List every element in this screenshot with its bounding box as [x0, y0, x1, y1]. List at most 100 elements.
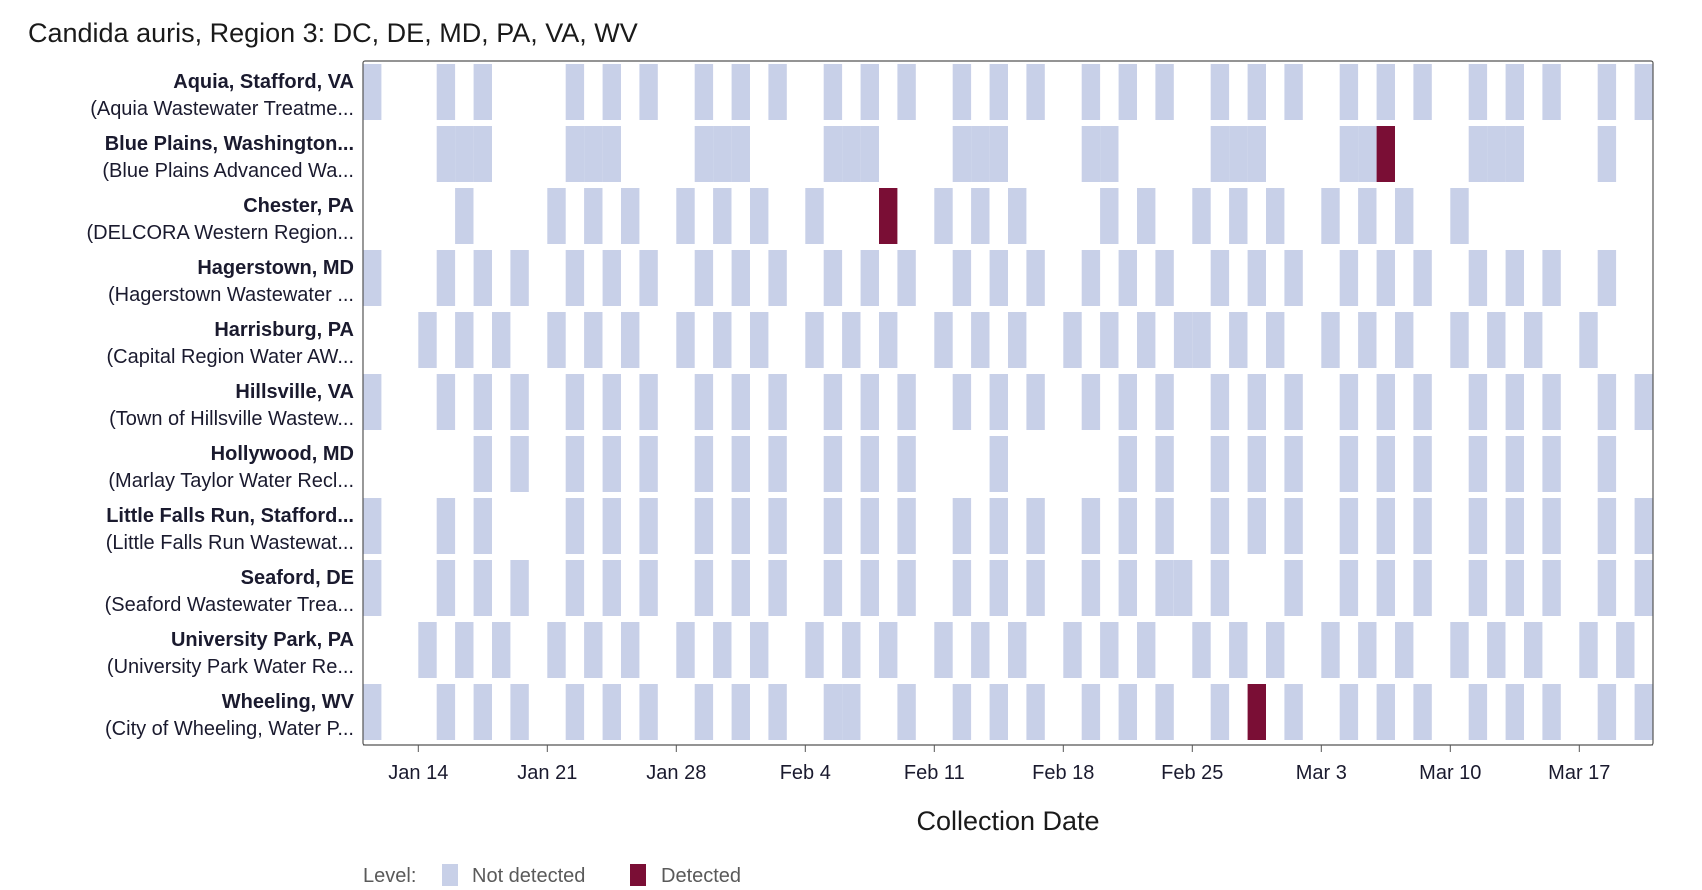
cell-not-detected [952, 498, 972, 554]
cell-not-detected [1358, 622, 1377, 678]
cell-not-detected [1358, 126, 1377, 182]
cell-not-detected [1395, 188, 1414, 244]
cell-not-detected [879, 622, 898, 678]
cell-not-detected [731, 126, 750, 182]
cell-not-detected [1173, 560, 1193, 616]
cell-not-detected [750, 188, 769, 244]
cell-not-detected [1118, 560, 1137, 616]
site-name-label: Blue Plains, Washington... [105, 133, 354, 155]
cell-not-detected [1247, 498, 1266, 554]
cell-not-detected [1487, 126, 1506, 182]
cell-not-detected [473, 436, 492, 492]
cell-not-detected [1505, 684, 1524, 740]
cell-not-detected [1026, 250, 1045, 306]
site-name-label: Chester, PA [243, 195, 354, 217]
cell-not-detected [842, 622, 861, 678]
cell-not-detected [584, 312, 603, 368]
cell-not-detected [897, 436, 916, 492]
cell-not-detected [952, 374, 972, 430]
cell-not-detected [971, 188, 990, 244]
cell-not-detected [750, 622, 769, 678]
cell-not-detected [934, 312, 953, 368]
cell-not-detected [934, 622, 953, 678]
cell-not-detected [694, 64, 714, 120]
cell-not-detected [1210, 374, 1230, 430]
cell-not-detected [860, 436, 879, 492]
cell-not-detected [1339, 436, 1359, 492]
cell-not-detected [1542, 560, 1561, 616]
cell-not-detected [473, 64, 492, 120]
site-plant-label: (Aquia Wastewater Treatme... [90, 98, 354, 120]
cell-not-detected [1210, 436, 1230, 492]
cell-not-detected [1247, 250, 1266, 306]
cell-not-detected [1284, 436, 1303, 492]
cell-not-detected [1284, 498, 1303, 554]
cell-not-detected [1026, 374, 1045, 430]
cell-not-detected [897, 560, 916, 616]
cell-not-detected [510, 436, 529, 492]
cell-not-detected [1468, 560, 1488, 616]
cell-not-detected [768, 250, 787, 306]
cell-not-detected [1081, 250, 1101, 306]
cell-not-detected [1542, 684, 1561, 740]
cell-not-detected [510, 560, 529, 616]
cell-detected [1247, 684, 1266, 740]
site-name-label: University Park, PA [171, 629, 354, 651]
cell-not-detected [1413, 250, 1432, 306]
site-plant-label: (Little Falls Run Wastewat... [106, 532, 354, 554]
cell-not-detected [602, 436, 621, 492]
cell-not-detected [971, 312, 990, 368]
cell-not-detected [989, 436, 1008, 492]
cell-not-detected [1266, 312, 1285, 368]
site-name-label: Hillsville, VA [235, 381, 354, 403]
site-name-label: Harrisburg, PA [214, 319, 354, 341]
cell-not-detected [989, 64, 1008, 120]
cell-not-detected [1210, 250, 1230, 306]
site-name-label: Aquia, Stafford, VA [173, 71, 354, 93]
cell-not-detected [823, 250, 843, 306]
cell-not-detected [1118, 374, 1137, 430]
cell-not-detected [1542, 498, 1561, 554]
cell-not-detected [1487, 622, 1506, 678]
cell-not-detected [1597, 498, 1617, 554]
cell-not-detected [1008, 188, 1027, 244]
cell-not-detected [1579, 312, 1598, 368]
cell-not-detected [1247, 126, 1266, 182]
cell-not-detected [750, 312, 769, 368]
cell-not-detected [1358, 312, 1377, 368]
cell-not-detected [897, 498, 916, 554]
cell-not-detected [584, 188, 603, 244]
cell-not-detected [860, 498, 879, 554]
cell-not-detected [1524, 312, 1543, 368]
cell-not-detected [1413, 684, 1432, 740]
cell-not-detected [602, 250, 621, 306]
cell-not-detected [363, 684, 382, 740]
cell-not-detected [1247, 64, 1266, 120]
cell-not-detected [1192, 622, 1211, 678]
cell-not-detected [731, 684, 750, 740]
cell-not-detected [1192, 188, 1211, 244]
cell-not-detected [1468, 684, 1488, 740]
cell-not-detected [639, 250, 658, 306]
cell-not-detected [639, 498, 658, 554]
cell-not-detected [897, 374, 916, 430]
cell-not-detected [1210, 64, 1230, 120]
legend-label-detected: Detected [661, 865, 741, 887]
cell-not-detected [1081, 684, 1101, 740]
cell-not-detected [897, 684, 916, 740]
site-labels: Aquia, Stafford, VA (Aquia Wastewater Tre… [86, 71, 354, 740]
cell-not-detected [1063, 622, 1082, 678]
x-tick-label: Feb 4 [780, 762, 831, 784]
cell-not-detected [1229, 126, 1248, 182]
cell-not-detected [842, 312, 861, 368]
legend-swatch-detected [630, 864, 646, 886]
cell-not-detected [1247, 374, 1266, 430]
cell-not-detected [1173, 312, 1193, 368]
cell-not-detected [1542, 374, 1561, 430]
cell-not-detected [1081, 374, 1101, 430]
cell-not-detected [1634, 684, 1653, 740]
cell-not-detected [768, 64, 787, 120]
cell-not-detected [823, 436, 843, 492]
cell-not-detected [1339, 560, 1359, 616]
cell-not-detected [602, 374, 621, 430]
